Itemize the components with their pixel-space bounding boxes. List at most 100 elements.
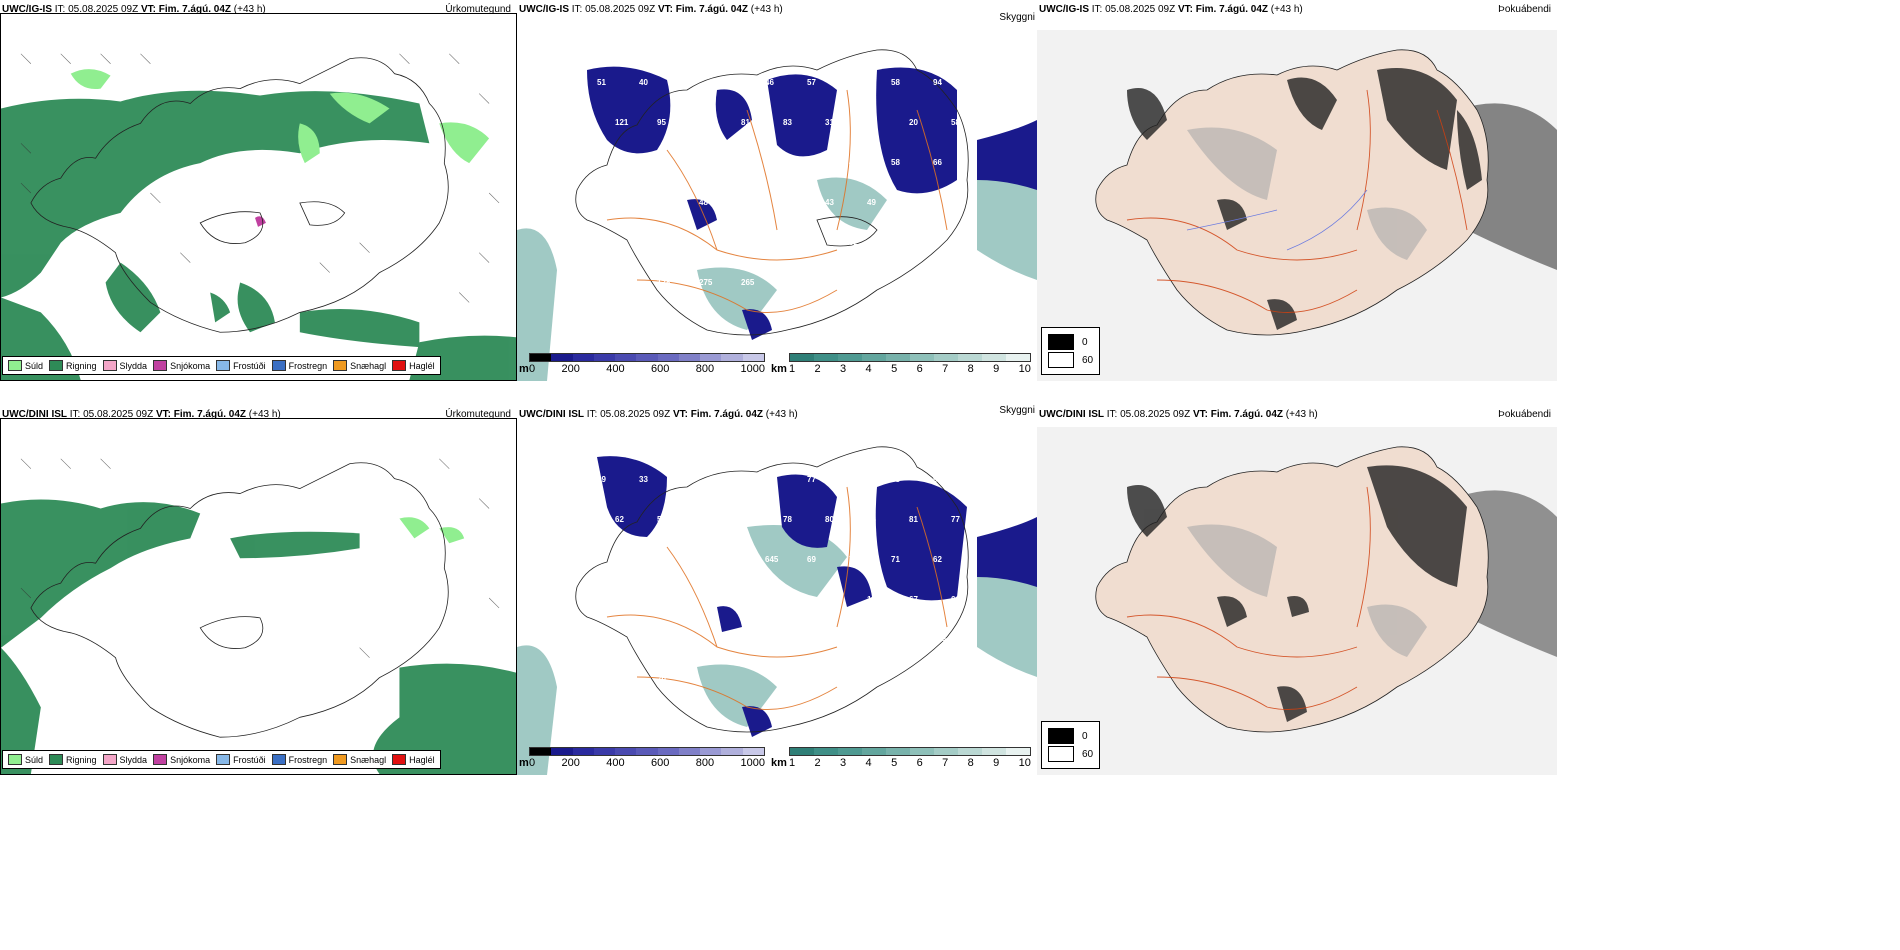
cloud-base-label: 52 bbox=[657, 595, 666, 604]
cloud-base-label: 64 bbox=[615, 198, 624, 207]
cloudbase-unit: m bbox=[519, 363, 529, 375]
cloud-base-label: 62 bbox=[933, 555, 942, 564]
panel-variable-label: Skyggni bbox=[999, 12, 1035, 23]
cloud-base-label: 71 bbox=[891, 555, 900, 564]
cloud-base-label: 39 bbox=[951, 198, 960, 207]
cloud-base-label: 44 bbox=[849, 158, 858, 167]
cloud-base-label: 37 bbox=[807, 158, 816, 167]
cloud-base-label: 59 bbox=[597, 635, 606, 644]
cloud-base-label: 67 bbox=[807, 635, 816, 644]
cloud-base-label: 63 bbox=[723, 475, 732, 484]
cloud-base-label: 54 bbox=[723, 555, 732, 564]
cloud-base-label: 48 bbox=[765, 635, 774, 644]
panel-title: UWC/DINI ISL IT: 05.08.2025 09Z VT: Fim.… bbox=[1039, 409, 1318, 420]
legend-item: Haglél bbox=[392, 360, 435, 371]
cloud-base-label: 95 bbox=[657, 118, 666, 127]
legend-item: Slydda bbox=[102, 754, 147, 765]
cloudbase-colorbar: 0 200 400 600 800 1000 bbox=[529, 353, 765, 375]
legend-item: Frostúði bbox=[216, 360, 266, 371]
cloud-base-label: 58 bbox=[951, 118, 960, 127]
panel-variable-label: Þokuábendi bbox=[1498, 4, 1551, 15]
cloud-base-label: 151 bbox=[849, 635, 863, 644]
cloud-base-label: 69 bbox=[807, 555, 816, 564]
panel-title: UWC/DINI ISL IT: 05.08.2025 09Z VT: Fim.… bbox=[2, 409, 281, 420]
cloud-base-label: 61 bbox=[951, 595, 960, 604]
cloudbase-unit: m bbox=[519, 757, 529, 769]
dew-map bbox=[1037, 427, 1557, 775]
cloud-base-label: 130 bbox=[807, 238, 821, 247]
legend-item: Snæhagl bbox=[333, 360, 386, 371]
cloud-base-label: 51 bbox=[723, 635, 732, 644]
cloud-base-label: 61 bbox=[765, 238, 774, 247]
cloud-base-label: 78 bbox=[783, 515, 792, 524]
visibility-unit: km bbox=[771, 757, 787, 769]
cloud-base-label: 64 bbox=[615, 595, 624, 604]
precip-type-legend: Súld Rigning Slydda Snjókoma Frostúði Fr… bbox=[2, 356, 441, 375]
cloud-base-label: 47 bbox=[639, 635, 648, 644]
cloud-base-label: 59 bbox=[849, 78, 858, 87]
cloud-base-label: 60 bbox=[681, 475, 690, 484]
precip-map bbox=[0, 418, 517, 775]
cloud-base-label: 58 bbox=[891, 78, 900, 87]
cloud-base-label: 30 bbox=[681, 158, 690, 167]
cloud-base-label: 22 bbox=[699, 515, 708, 524]
dew-panel-top: UWC/IG-IS IT: 05.08.2025 09Z VT: Fim. 7.… bbox=[1037, 0, 1557, 381]
cloud-base-label: 47 bbox=[681, 238, 690, 247]
legend-item: Frostregn bbox=[271, 360, 327, 371]
cloud-base-label: 31 bbox=[825, 118, 834, 127]
cloud-base-label: 70 bbox=[657, 675, 666, 684]
cloud-base-label: 67 bbox=[783, 595, 792, 604]
panel-title: UWC/DINI ISL IT: 05.08.2025 09Z VT: Fim.… bbox=[519, 409, 798, 420]
panel-title: UWC/IG-IS IT: 05.08.2025 09Z VT: Fim. 7.… bbox=[1039, 4, 1303, 15]
cloud-base-label: 52 bbox=[891, 238, 900, 247]
cloud-base-label: 50 bbox=[825, 278, 834, 287]
visibility-unit: km bbox=[771, 363, 787, 375]
cloud-panel-bottom: UWC/DINI ISL IT: 05.08.2025 09Z VT: Fim.… bbox=[517, 405, 1037, 775]
cloud-base-label: 64 bbox=[765, 158, 774, 167]
cloud-base-label: 56 bbox=[597, 238, 606, 247]
cloud-base-label: 66 bbox=[933, 158, 942, 167]
precip-panel-top: UWC/IG-IS IT: 05.08.2025 09Z VT: Fim. 7.… bbox=[0, 0, 517, 381]
legend-item: Súld bbox=[8, 360, 43, 371]
cloud-base-label: 58 bbox=[891, 475, 900, 484]
cloud-base-label: 55 bbox=[723, 158, 732, 167]
cloud-base-label: 120 bbox=[909, 278, 923, 287]
precip-map-svg bbox=[1, 14, 516, 380]
cloud-base-label: 78 bbox=[849, 475, 858, 484]
cloud-base-label: 94 bbox=[933, 78, 942, 87]
legend-item: Snjókoma bbox=[153, 754, 210, 765]
legend-item: Frostregn bbox=[271, 754, 327, 765]
cloud-map-svg: 39 33 60 63 97 77 78 58 95 62 55 22 108 78 80 76 81 77 86 4… bbox=[517, 427, 1037, 775]
fog-index-legend: 0 60 bbox=[1041, 327, 1101, 375]
dew-map-svg bbox=[1037, 30, 1557, 381]
legend-item: Slydda bbox=[102, 360, 147, 371]
cloud-base-label: 105 bbox=[867, 595, 881, 604]
cloud-base-label: 62 bbox=[615, 515, 624, 524]
cloud-base-label: 77 bbox=[951, 515, 960, 524]
cloud-base-label: 58 bbox=[891, 158, 900, 167]
precip-map-svg bbox=[1, 419, 516, 774]
cloud-base-label: 83 bbox=[783, 118, 792, 127]
cloud-panel-top: UWC/IG-IS IT: 05.08.2025 09Z VT: Fim. 7.… bbox=[517, 0, 1037, 381]
cloud-base-label: 114 bbox=[699, 118, 712, 127]
cloud-base-label: 45 bbox=[639, 555, 648, 564]
cloud-base-label: 59 bbox=[681, 78, 690, 87]
legend-item: Frostúði bbox=[216, 754, 266, 765]
cloud-base-label: 50 bbox=[723, 238, 732, 247]
cloud-base-label: 80 bbox=[825, 515, 834, 524]
legend-item: Rigning bbox=[49, 360, 97, 371]
precip-panel-bottom: UWC/DINI ISL IT: 05.08.2025 09Z VT: Fim.… bbox=[0, 405, 517, 775]
cloud-base-label: 63 bbox=[867, 118, 876, 127]
cloud-base-label: 86 bbox=[597, 555, 606, 564]
cloud-base-label: 76 bbox=[867, 515, 876, 524]
cloud-base-label: 645 bbox=[765, 555, 779, 564]
cloud-base-label: 36 bbox=[783, 278, 792, 287]
cloud-base-label: 49 bbox=[867, 198, 876, 207]
precip-map bbox=[0, 13, 517, 381]
cloud-base-label: 197 bbox=[891, 635, 905, 644]
cloud-base-label: 33 bbox=[639, 475, 648, 484]
cloud-base-label: 265 bbox=[741, 278, 755, 287]
cloud-base-label: 275 bbox=[699, 278, 713, 287]
legend-item: 60 bbox=[1048, 352, 1093, 368]
cloud-base-label: 121 bbox=[615, 118, 629, 127]
